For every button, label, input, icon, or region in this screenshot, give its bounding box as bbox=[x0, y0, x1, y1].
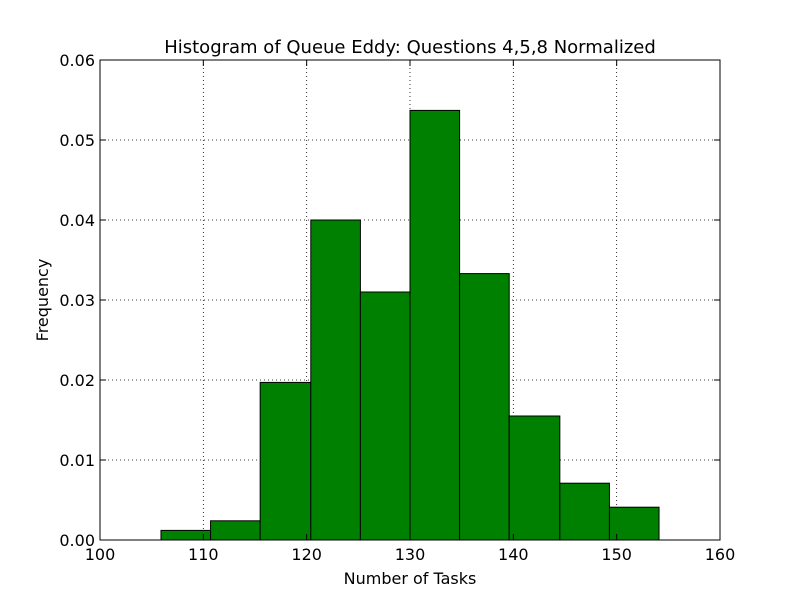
histogram-bar bbox=[359, 291, 411, 541]
y-tick-label: 0.00 bbox=[59, 531, 95, 550]
x-axis-label: Number of Tasks bbox=[344, 569, 477, 588]
x-tick-label: 160 bbox=[705, 545, 736, 564]
x-tick-label: 130 bbox=[395, 545, 426, 564]
histogram-bar bbox=[459, 273, 510, 541]
y-tick-label: 0.03 bbox=[59, 291, 95, 310]
histogram-bar bbox=[310, 219, 361, 541]
y-tick-label: 0.02 bbox=[59, 371, 95, 390]
chart-title: Histogram of Queue Eddy: Questions 4,5,8… bbox=[164, 37, 656, 58]
y-tick-label: 0.06 bbox=[59, 51, 95, 70]
y-tick-label: 0.01 bbox=[59, 451, 95, 470]
x-tick-label: 100 bbox=[85, 545, 116, 564]
histogram-bar bbox=[259, 381, 312, 541]
x-tick-labels: 100 110 120 130 140 150 160 bbox=[85, 545, 736, 564]
histogram-bar bbox=[608, 506, 660, 541]
histogram-bar bbox=[559, 482, 610, 541]
x-tick-label: 140 bbox=[498, 545, 529, 564]
y-tick-label: 0.05 bbox=[59, 131, 95, 150]
tick-marks bbox=[99, 59, 721, 541]
y-axis-label: Frequency bbox=[33, 259, 52, 342]
y-tick-labels: 0.00 0.01 0.02 0.03 0.04 0.05 0.06 bbox=[59, 51, 95, 550]
x-tick-label: 150 bbox=[601, 545, 632, 564]
y-tick-label: 0.04 bbox=[59, 211, 95, 230]
x-tick-label: 120 bbox=[291, 545, 322, 564]
histogram-bar bbox=[210, 520, 261, 541]
histogram-bar bbox=[409, 109, 461, 541]
histogram-bars bbox=[160, 109, 660, 541]
histogram-bar bbox=[508, 415, 561, 541]
x-tick-label: 110 bbox=[188, 545, 219, 564]
